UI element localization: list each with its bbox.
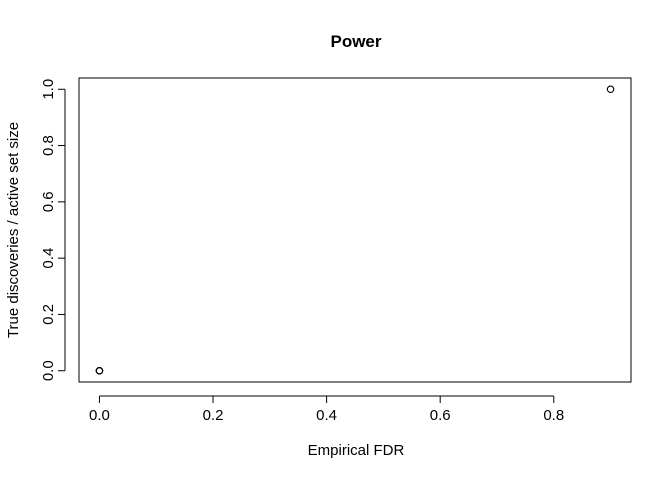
x-tick-label: 0.4 xyxy=(316,407,337,424)
x-tick-label: 0.8 xyxy=(543,407,564,424)
y-tick-label: 0.6 xyxy=(40,191,57,212)
data-points xyxy=(95,85,615,375)
plot-area-frame xyxy=(78,77,632,383)
x-tick-label: 0.2 xyxy=(203,407,224,424)
y-tick-label: 0.4 xyxy=(40,248,57,269)
y-tick-label: 0.8 xyxy=(40,135,57,156)
y-axis-label: True discoveries / active set size xyxy=(5,122,22,338)
x-tick-label: 0.6 xyxy=(430,407,451,424)
y-axis: 0.0 0.2 0.4 0.6 0.8 1.0 xyxy=(40,79,66,381)
y-tick-label: 1.0 xyxy=(40,79,57,100)
x-axis: 0.0 0.2 0.4 0.6 0.8 xyxy=(89,395,564,424)
chart-title: Power xyxy=(330,32,381,51)
data-point xyxy=(606,85,615,94)
y-tick-label: 0.0 xyxy=(40,360,57,381)
x-tick-label: 0.0 xyxy=(89,407,110,424)
y-tick-label: 0.2 xyxy=(40,304,57,325)
x-axis-label: Empirical FDR xyxy=(308,442,405,459)
data-point xyxy=(95,366,104,375)
